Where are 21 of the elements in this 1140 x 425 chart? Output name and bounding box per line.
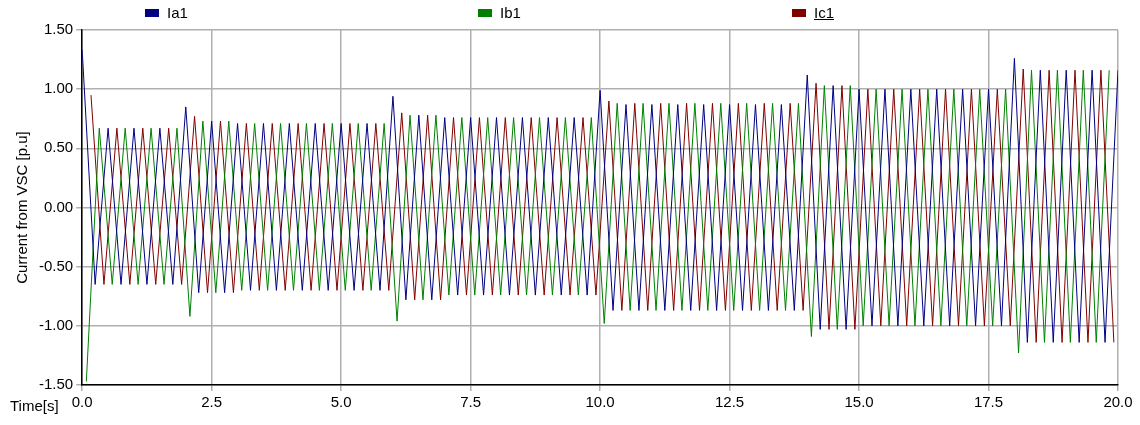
x-tick-label: 7.5 [460, 393, 482, 411]
legend-label: Ib1 [500, 4, 521, 21]
y-tick-label: -1.00 [38, 315, 74, 333]
y-tick-label: -1.50 [38, 375, 74, 393]
y-tick-label: 0.50 [43, 138, 74, 156]
x-tick-label: 17.5 [973, 393, 1004, 411]
x-tick-label: 2.5 [201, 393, 223, 411]
x-axis-title: Time[s] [10, 397, 59, 415]
y-tick-label: 0.00 [43, 197, 74, 215]
x-tick-label: 5.0 [330, 393, 352, 411]
y-tick-label: 1.50 [43, 20, 74, 38]
y-axis-title: Current from VSC [p.u] [13, 131, 31, 284]
x-tick-label: 20.0 [1103, 393, 1133, 411]
x-tick-label: 0.0 [71, 393, 93, 411]
x-tick-label: 12.5 [714, 393, 745, 411]
legend-label: Ic1 [814, 4, 835, 21]
x-tick-label: 10.0 [585, 393, 615, 411]
y-tick-label: 1.00 [43, 79, 74, 97]
y-tick-label: -0.50 [38, 256, 74, 274]
legend-label: Ia1 [167, 4, 188, 21]
x-tick-label: 15.0 [844, 393, 874, 411]
